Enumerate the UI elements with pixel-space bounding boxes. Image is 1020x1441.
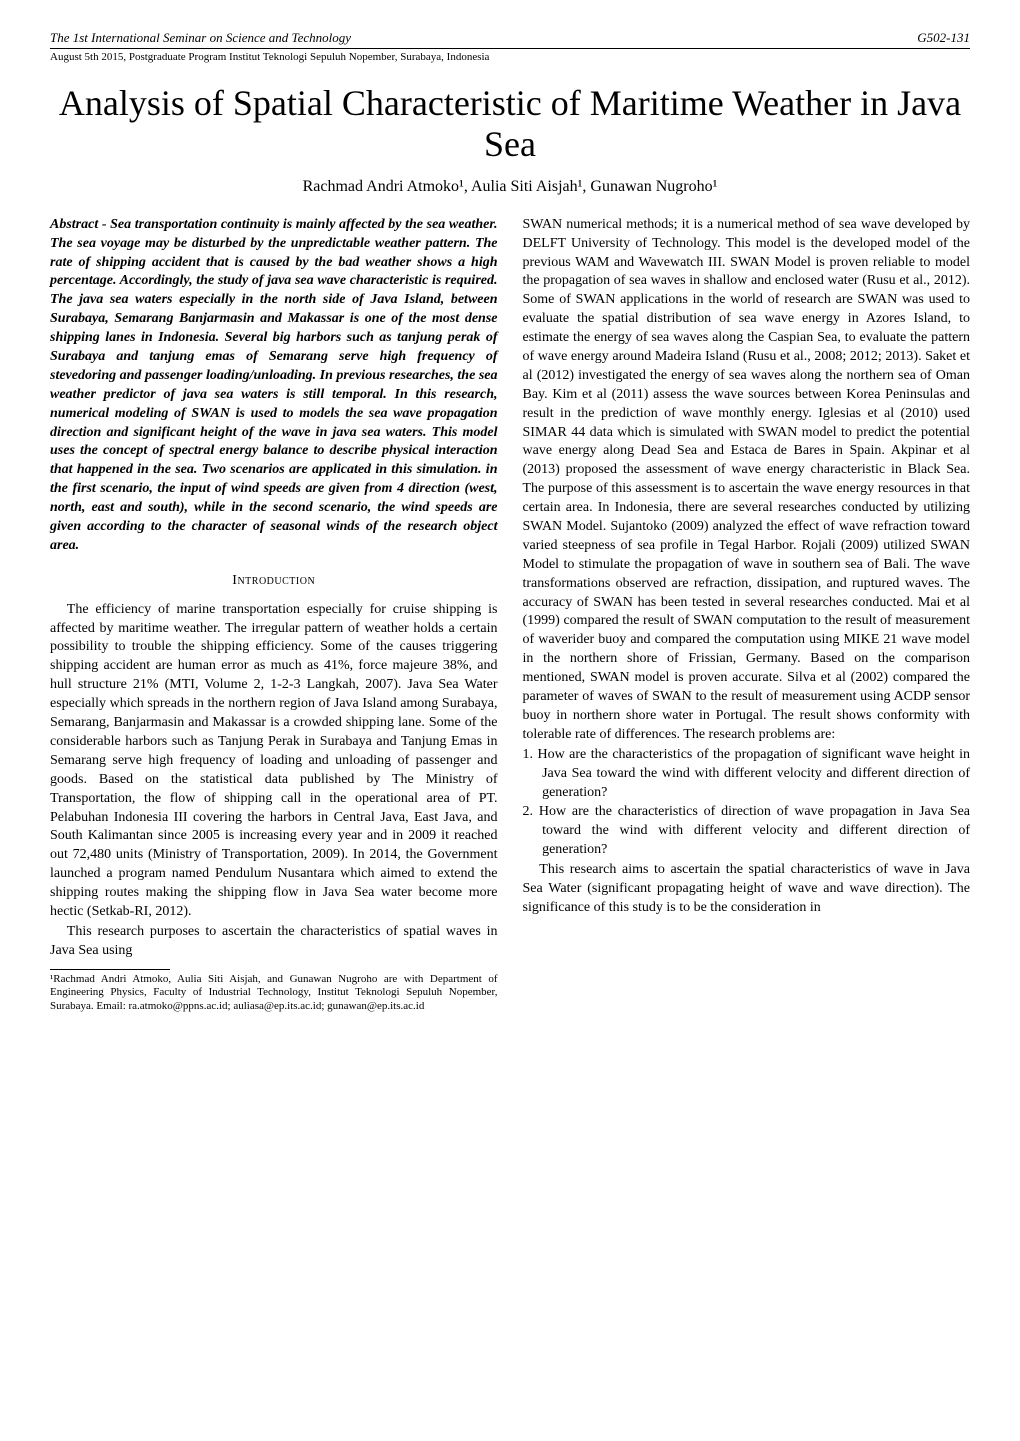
abstract-label: Abstract - bbox=[50, 217, 110, 232]
running-header: The 1st International Seminar on Science… bbox=[50, 30, 970, 49]
research-problem-1: 1. How are the characteristics of the pr… bbox=[523, 746, 971, 803]
header-right: G502-131 bbox=[917, 30, 970, 46]
author-line: Rachmad Andri Atmoko¹, Aulia Siti Aisjah… bbox=[50, 178, 970, 196]
running-subheader: August 5th 2015, Postgraduate Program In… bbox=[50, 51, 970, 63]
paper-title: Analysis of Spatial Characteristic of Ma… bbox=[50, 83, 970, 166]
footnote-affiliation: ¹Rachmad Andri Atmoko, Aulia Siti Aisjah… bbox=[50, 973, 498, 1014]
research-problem-2: 2. How are the characteristics of direct… bbox=[523, 803, 971, 860]
body-paragraph: SWAN numerical methods; it is a numerica… bbox=[523, 216, 971, 745]
body-paragraph: This research purposes to ascertain the … bbox=[50, 923, 498, 961]
header-left: The 1st International Seminar on Science… bbox=[50, 30, 351, 46]
abstract-text: Sea transportation continuity is mainly … bbox=[50, 217, 498, 553]
abstract: Abstract - Sea transportation continuity… bbox=[50, 216, 498, 556]
footnote-rule bbox=[50, 969, 170, 970]
body-paragraph: This research aims to ascertain the spat… bbox=[523, 861, 971, 918]
body-columns: Abstract - Sea transportation continuity… bbox=[50, 216, 970, 1014]
section-heading-introduction: Introduction bbox=[50, 572, 498, 591]
body-paragraph: The efficiency of marine transportation … bbox=[50, 601, 498, 922]
